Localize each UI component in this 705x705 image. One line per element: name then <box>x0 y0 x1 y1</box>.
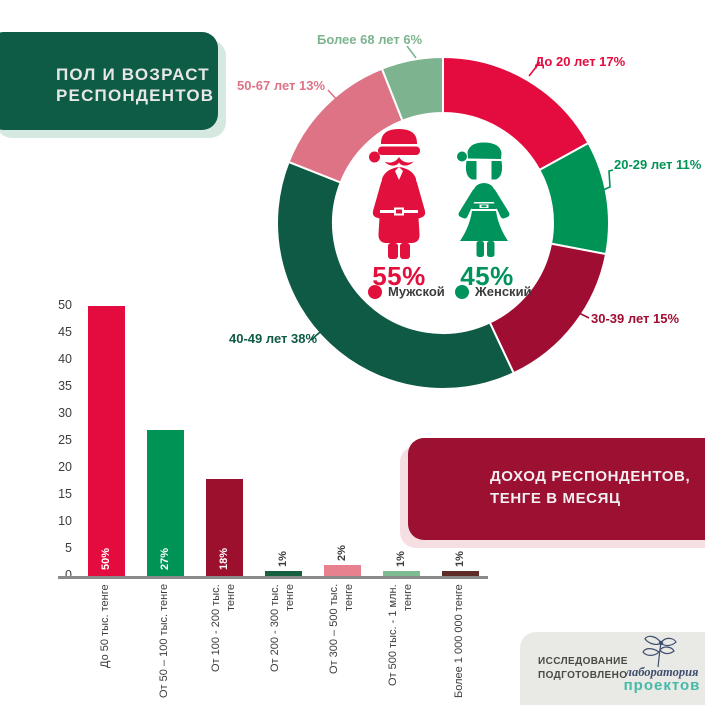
y-axis-tick-30: 30 <box>58 406 72 420</box>
y-axis-tick-15: 15 <box>58 487 72 501</box>
income-bar-3 <box>206 478 243 576</box>
male-legend-row: Мужской <box>368 284 445 299</box>
footer-credit-box: ИССЛЕДОВАНИЕ ПОДГОТОВЛЕНО лаборатория пр… <box>520 632 705 705</box>
bar-category-label-2: От 50 – 100 тыс. тенге <box>158 584 170 699</box>
donut-label-30-39: 30-39 лет 15% <box>591 311 680 326</box>
donut-label-under-20: До 20 лет 17% <box>535 54 626 69</box>
bar-category-label-7: Более 1 000 000 тенге <box>453 584 465 698</box>
bar-category-label-1: До 50 тыс. тенге <box>99 584 111 668</box>
bar-category-label-3: От 100 - 200 тыс. тенге <box>209 584 237 672</box>
flower-sketch-icon <box>642 635 677 668</box>
x-axis-line <box>58 576 488 579</box>
y-axis-tick-25: 25 <box>58 433 72 447</box>
donut-label-40-49: 40-49 лет 38% <box>229 331 318 346</box>
logo-proektov-text: проектов <box>623 677 701 694</box>
female-percentage: 45% <box>460 261 514 291</box>
female-legend-row: Женский <box>455 284 532 299</box>
prepared-by-text: ИССЛЕДОВАНИЕ ПОДГОТОВЛЕНО <box>538 655 628 683</box>
income-bar-1 <box>88 306 125 576</box>
bar-value-label-6: 1% <box>394 550 407 567</box>
male-percentage: 55% <box>372 261 426 291</box>
income-title-line2: ТЕНГЕ В МЕСЯЦ <box>490 490 621 507</box>
donut-label-over-68: Более 68 лет 6% <box>317 32 423 47</box>
gender-age-title-line1: ПОЛ И ВОЗРАСТ <box>56 65 210 84</box>
bar-value-label-1: 50% <box>99 547 112 570</box>
male-legend-label: Мужской <box>388 284 445 299</box>
bar-category-label-6: От 500 тыс. - 1 млн. тенге <box>386 584 414 686</box>
bar-value-label-4: 1% <box>276 550 289 567</box>
donut-label-20-29: 20-29 лет 11% <box>614 157 702 172</box>
gender-age-title-box: ПОЛ И ВОЗРАСТ РЕСПОНДЕНТОВ <box>0 32 218 130</box>
female-legend-label: Женский <box>475 284 532 299</box>
income-bar-7 <box>442 570 479 576</box>
y-axis-tick-45: 45 <box>58 325 72 339</box>
y-axis-tick-20: 20 <box>58 460 72 474</box>
income-title-line1: ДОХОД РЕСПОНДЕНТОВ, <box>490 468 691 485</box>
income-bar-4 <box>265 570 302 576</box>
logo-laboratoria-text: лаборатория <box>625 665 699 679</box>
income-bar-6 <box>383 570 420 576</box>
y-axis-tick-5: 5 <box>65 541 72 555</box>
income-bar-chart: 0 5 10 15 20 25 30 35 40 45 50 50% До 50 тыс. тенге 2… <box>40 295 492 705</box>
male-legend-dot-icon <box>368 284 382 299</box>
y-axis-tick-0: 0 <box>65 568 72 582</box>
y-axis-tick-35: 35 <box>58 379 72 393</box>
santa-man-icon <box>369 129 426 259</box>
donut-label-50-67: 50-67 лет 13% <box>237 78 326 93</box>
bar-value-label-5: 2% <box>335 545 348 562</box>
donut-segment-4 <box>276 160 516 390</box>
bar-value-label-2: 27% <box>158 547 171 570</box>
income-bar-5 <box>324 565 361 576</box>
bar-category-label-4: От 200 - 300 тыс. тенге <box>268 584 296 672</box>
gender-age-title-line2: РЕСПОНДЕНТОВ <box>56 86 215 105</box>
prepared-line2: ПОДГОТОВЛЕНО <box>538 670 628 681</box>
y-axis-tick-10: 10 <box>58 514 72 528</box>
income-bar-2 <box>147 430 184 576</box>
age-donut-chart <box>276 55 611 390</box>
bar-category-label-5: От 300 – 500 тыс. тенге <box>327 584 355 675</box>
income-title-box: ДОХОД РЕСПОНДЕНТОВ, ТЕНГЕ В МЕСЯЦ <box>408 438 705 540</box>
y-axis-tick-40: 40 <box>58 352 72 366</box>
santa-woman-icon <box>457 142 510 257</box>
prepared-line1: ИССЛЕДОВАНИЕ <box>538 656 628 667</box>
donut-segment-6 <box>380 55 444 123</box>
y-axis-tick-50: 50 <box>58 298 72 312</box>
bar-value-label-3: 18% <box>217 547 230 570</box>
female-legend-dot-icon <box>455 284 469 299</box>
